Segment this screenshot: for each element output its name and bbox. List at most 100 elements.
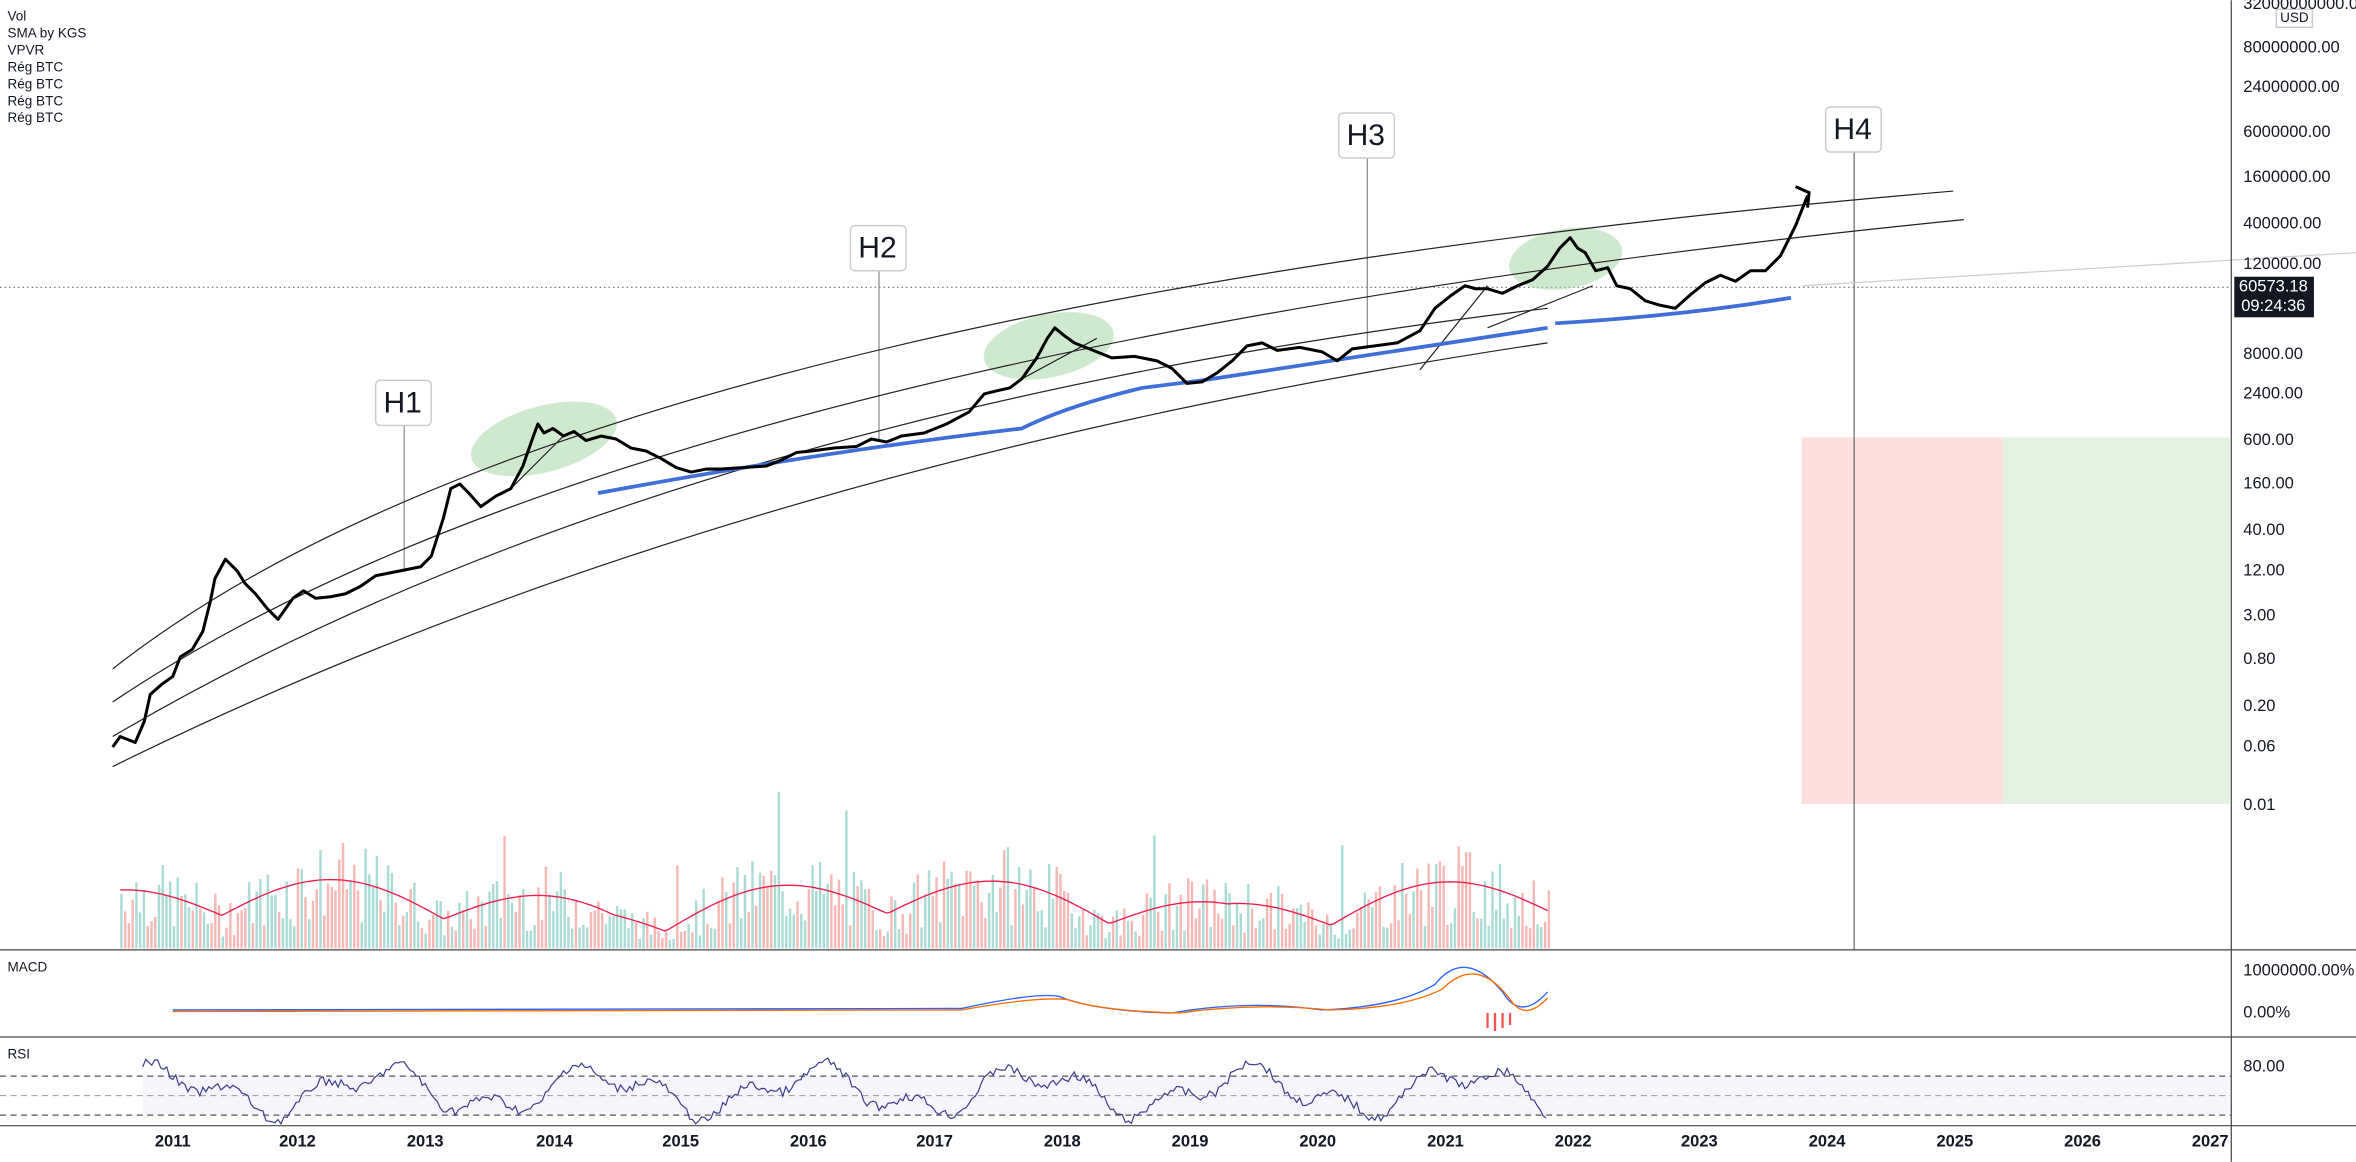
volume-bar xyxy=(1359,906,1363,949)
volume-bar xyxy=(1145,893,1149,949)
volume-bar xyxy=(1543,921,1547,949)
volume-bar xyxy=(1220,918,1224,949)
volume-bar xyxy=(1100,915,1104,949)
volume-bar xyxy=(1525,925,1528,949)
volume-bar xyxy=(634,922,638,949)
price-axis-label: 2400.00 xyxy=(2243,383,2303,402)
volume-bar xyxy=(747,911,750,949)
volume-bar xyxy=(811,865,814,949)
currency-box xyxy=(2275,8,2314,29)
volume-bar xyxy=(837,879,841,949)
volume-bar xyxy=(1299,904,1303,949)
volume-bar xyxy=(548,894,551,949)
volume-bar xyxy=(1070,913,1073,949)
macd-pane xyxy=(172,966,1549,1032)
volume-bar xyxy=(1130,920,1134,949)
volume-bar xyxy=(1540,927,1543,949)
volume-bar xyxy=(1389,923,1393,949)
volume-bar xyxy=(743,875,747,949)
volume-bar xyxy=(612,916,615,949)
volume-bar xyxy=(1164,894,1167,949)
volume-bar xyxy=(927,870,931,949)
price-axis-label: 600.00 xyxy=(2243,430,2294,449)
volume-bar xyxy=(405,911,409,949)
volume-bar xyxy=(1149,897,1152,949)
volume-bar xyxy=(649,934,653,949)
channel xyxy=(112,342,1548,768)
volume-bar xyxy=(724,891,728,949)
volume-bar xyxy=(1273,929,1276,949)
volume-bar xyxy=(289,919,292,949)
volume-bar xyxy=(180,895,183,949)
volume-bar xyxy=(1322,923,1325,949)
volume-bar xyxy=(1416,868,1419,949)
volume-bar xyxy=(721,877,724,949)
trendlines xyxy=(510,285,1593,490)
volume-bar xyxy=(713,928,717,949)
volume-bar xyxy=(1468,852,1472,949)
volume-bar xyxy=(1243,932,1246,949)
volume-bar xyxy=(818,861,822,949)
volume-bar xyxy=(991,874,995,949)
annotation-box xyxy=(849,224,907,272)
volume-bar xyxy=(172,926,176,949)
volume-sma xyxy=(120,878,1548,932)
volume-bar xyxy=(987,892,991,949)
volume-bar xyxy=(540,919,544,949)
volume-bar xyxy=(939,922,942,949)
volume-bar xyxy=(285,880,288,949)
volume-bar xyxy=(247,882,251,949)
volume-bar xyxy=(1104,938,1107,949)
volume-bar xyxy=(826,883,829,949)
volume-bar xyxy=(758,872,762,949)
volume-bar xyxy=(409,889,412,949)
volume-bar xyxy=(942,861,946,949)
price-axis-label: 80000000.00 xyxy=(2243,38,2339,57)
volume-bar xyxy=(894,900,897,949)
price-axis-label: 6000000.00 xyxy=(2243,122,2330,141)
volume-bar xyxy=(522,888,525,949)
volume-bar xyxy=(1532,880,1536,949)
volume-bar xyxy=(1461,865,1464,949)
volume-bar xyxy=(683,930,687,949)
time-axis-label: 2021 xyxy=(1427,1132,1464,1151)
price-axis-label: 3.00 xyxy=(2243,606,2275,625)
volume-bar xyxy=(1295,908,1299,949)
volume-bar xyxy=(909,913,912,949)
price-axis-label: 8000.00 xyxy=(2243,344,2303,363)
volume-bar xyxy=(1134,931,1137,949)
volume-bar xyxy=(1449,923,1453,949)
volume-bar xyxy=(1491,871,1494,949)
volume-bar xyxy=(1536,924,1539,949)
volume-bar xyxy=(1138,935,1141,949)
volume-bar xyxy=(492,883,495,949)
volume-bar xyxy=(1160,930,1164,949)
volume-bar xyxy=(886,931,889,949)
volume-bar xyxy=(488,891,491,949)
volume-bar xyxy=(709,928,713,949)
volume-bar xyxy=(567,916,570,949)
volume-bar xyxy=(773,875,777,949)
volume-bar xyxy=(593,910,596,949)
volume-bar xyxy=(1476,918,1479,949)
volume-bar xyxy=(386,865,390,949)
volume-bar xyxy=(1153,835,1156,949)
volume-bar xyxy=(225,927,228,949)
volume-bar xyxy=(420,927,424,949)
volume-bar xyxy=(1352,928,1355,949)
volume-bar xyxy=(856,885,859,949)
annotation-box xyxy=(1824,106,1882,153)
volume-bar xyxy=(469,919,472,949)
price-axis-label: 0.20 xyxy=(2243,696,2275,715)
volume-bar xyxy=(127,923,131,949)
volume-bar xyxy=(458,902,461,949)
legend-item: Vol xyxy=(8,8,27,23)
volume-bar xyxy=(1277,886,1280,949)
volume-bar xyxy=(1175,905,1179,949)
volume-bar xyxy=(619,909,623,949)
volume-bar xyxy=(646,911,649,949)
time-axis-label: 2027 xyxy=(2192,1132,2229,1151)
volume-bar xyxy=(1051,898,1055,949)
volume xyxy=(120,791,1551,949)
volume-bar xyxy=(1374,892,1378,949)
